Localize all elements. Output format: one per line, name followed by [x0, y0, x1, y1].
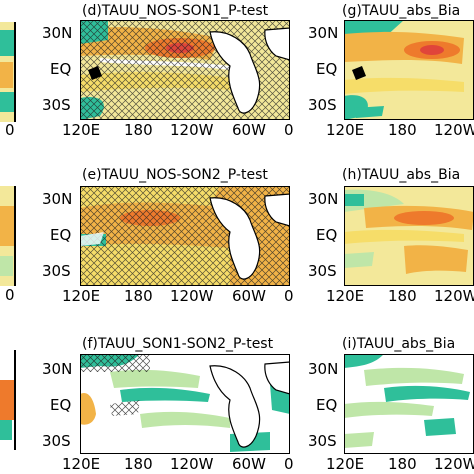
- panel-h-title: (h)TAUU_abs_Bia: [342, 167, 461, 183]
- panel-g-lat-30n: 30N: [308, 24, 339, 42]
- panel-i-lon-120e: 120E: [326, 455, 365, 473]
- panel-e-map: [80, 186, 290, 286]
- left-lon-label-middle: 0: [5, 286, 15, 304]
- panel-e-lat-eq: EQ: [50, 226, 72, 244]
- panel-d-lon-120w: 120W: [170, 121, 214, 139]
- panel-h-lat-30n: 30N: [308, 190, 339, 208]
- panel-g-lon-120e: 120E: [326, 121, 365, 139]
- panel-h-lon-180: 180: [388, 287, 417, 305]
- panel-f-lon-60w: 60W: [232, 455, 266, 473]
- panel-h-map: [344, 186, 474, 286]
- panel-g-lat-eq: EQ: [316, 60, 338, 78]
- left-map-fragment-top: [0, 22, 16, 122]
- panel-f-lat-eq: EQ: [50, 396, 72, 414]
- panel-g-lon-120w: 120W: [434, 121, 474, 139]
- panel-d-lon-60w: 60W: [232, 121, 266, 139]
- panel-h-lon-120w: 120W: [434, 287, 474, 305]
- panel-g-lon-180: 180: [388, 121, 417, 139]
- panel-i-title: (i)TAUU_abs_Bia: [342, 336, 456, 352]
- panel-g-title: (g)TAUU_abs_Bia: [342, 3, 461, 19]
- panel-e-lon-120e: 120E: [62, 287, 101, 305]
- panel-d-lon-180: 180: [124, 121, 153, 139]
- panel-i-map: [344, 354, 474, 454]
- panel-e-title: (e)TAUU_NOS-SON2_P-test: [82, 167, 268, 183]
- panel-i-lat-eq: EQ: [316, 396, 338, 414]
- panel-e-lat-30s: 30S: [42, 262, 71, 280]
- panel-d-map: [80, 20, 290, 120]
- panel-i-lon-120w: 120W: [434, 455, 474, 473]
- panel-d-lat-30n: 30N: [42, 24, 73, 42]
- left-map-fragment-middle: [0, 186, 16, 286]
- panel-d-lat-eq: EQ: [50, 60, 72, 78]
- panel-e-lon-120w: 120W: [170, 287, 214, 305]
- panel-d-title: (d)TAUU_NOS-SON1_P-test: [82, 3, 269, 19]
- left-lon-label-top: 0: [5, 121, 15, 139]
- panel-e-lon-180: 180: [124, 287, 153, 305]
- panel-e-lon-0: 0: [284, 287, 294, 305]
- panel-i-lon-180: 180: [388, 455, 417, 473]
- panel-h-lat-30s: 30S: [308, 262, 337, 280]
- panel-f-map: [80, 354, 290, 454]
- panel-i-lat-30n: 30N: [308, 360, 339, 378]
- panel-g-lat-30s: 30S: [308, 96, 337, 114]
- panel-f-title: (f)TAUU_SON1-SON2_P-test: [82, 336, 274, 352]
- panel-e-lat-30n: 30N: [42, 190, 73, 208]
- panel-g-map: [344, 20, 474, 120]
- panel-d-lat-30s: 30S: [42, 96, 71, 114]
- panel-d-lon-120e: 120E: [62, 121, 101, 139]
- panel-f-lon-120w: 120W: [170, 455, 214, 473]
- panel-f-lon-0: 0: [284, 455, 294, 473]
- panel-h-lat-eq: EQ: [316, 226, 338, 244]
- panel-h-lon-120e: 120E: [326, 287, 365, 305]
- left-map-fragment-bottom: [0, 350, 16, 450]
- panel-f-lon-120e: 120E: [62, 455, 101, 473]
- panel-f-lat-30s: 30S: [42, 432, 71, 450]
- panel-e-lon-60w: 60W: [232, 287, 266, 305]
- panel-f-lon-180: 180: [124, 455, 153, 473]
- panel-d-lon-0: 0: [284, 121, 294, 139]
- panel-f-lat-30n: 30N: [42, 360, 73, 378]
- panel-i-lat-30s: 30S: [308, 432, 337, 450]
